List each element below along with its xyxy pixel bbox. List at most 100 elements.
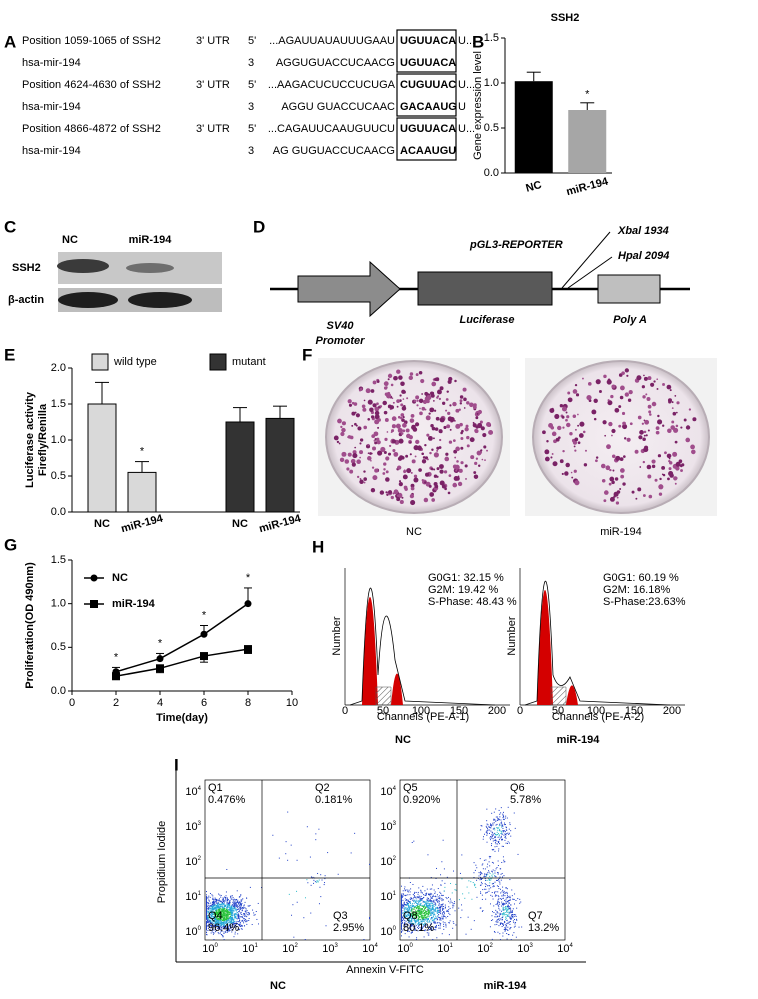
colony [376,402,379,405]
event-dot [432,912,433,913]
event-dot [494,828,495,829]
event-dot [424,905,425,906]
event-dot [499,819,500,820]
event-dot [401,906,402,907]
event-dot [454,889,455,890]
event-dot [502,914,503,915]
event-dot [426,916,427,917]
event-dot [434,902,435,903]
event-dot [433,919,434,920]
colony [337,419,342,424]
colony [354,423,357,426]
event-dot [492,876,493,877]
event-dot [216,900,217,901]
x-tick-label: 6 [201,697,207,709]
event-dot [425,910,426,911]
event-dot [401,901,402,902]
event-dot [501,899,502,900]
colony [642,423,644,425]
event-dot [422,919,423,920]
colony [383,462,386,465]
event-dot [354,833,355,834]
event-dot [516,919,517,920]
colony [550,456,552,458]
event-dot [418,903,419,904]
event-dot [415,897,416,898]
event-dot [442,912,443,913]
event-dot [450,920,451,921]
event-dot [245,921,246,922]
colony [566,423,570,427]
tick-label: 200 [488,705,506,717]
event-dot [498,918,499,919]
event-dot [500,924,501,925]
event-dot [491,813,492,814]
event-dot [506,838,507,839]
colony [477,423,482,428]
y-axis-label: Firefly/Renilla [37,403,49,476]
colony [422,459,426,463]
event-dot [442,914,443,915]
event-dot [486,884,487,885]
event-dot [424,904,425,905]
event-dot [514,893,515,894]
event-dot [511,889,512,890]
event-dot [510,824,511,825]
event-dot [410,907,411,908]
s-phase [376,687,391,705]
event-dot [499,920,500,921]
tick-base: 10 [362,943,374,955]
event-dot [440,910,441,911]
event-dot [229,903,230,904]
event-dot [498,881,499,882]
event-dot [485,886,486,887]
event-dot [488,878,489,879]
colony [369,408,374,413]
event-dot [441,861,442,862]
event-dot [415,902,416,903]
event-dot [421,899,422,900]
event-dot [439,912,440,913]
event-dot [438,905,439,906]
quadrant-name: Q3 [333,910,348,922]
event-dot [223,898,224,899]
event-dot [441,906,442,907]
event-dot [501,837,502,838]
event-dot [452,905,453,906]
event-dot [235,905,236,906]
event-dot [502,887,503,888]
event-dot [206,900,207,901]
colony [431,382,436,387]
event-dot [496,904,497,905]
event-dot [431,901,432,902]
event-dot [500,898,501,899]
region: hsa-mir-194 [22,145,81,157]
colony [473,471,476,474]
event-dot [450,899,451,900]
event-dot [502,916,503,917]
event-dot [487,874,488,875]
event-dot [234,901,235,902]
colony [413,427,418,432]
event-dot [480,907,481,908]
event-dot [444,883,445,884]
event-dot [210,893,211,894]
event-dot [505,914,506,915]
colony [404,487,408,491]
event-dot [425,908,426,909]
event-dot [428,935,429,936]
colony [415,440,419,444]
event-dot [498,901,499,902]
colony [544,449,549,454]
colony [422,479,424,481]
colony [478,410,482,414]
event-dot [505,901,506,902]
event-dot [514,916,515,917]
event-dot [423,897,424,898]
event-dot [440,884,441,885]
event-dot [228,917,229,918]
event-dot [494,892,495,893]
event-dot [413,906,414,907]
colony [455,469,457,471]
axis-label: Channels (PE-A-1) [377,711,469,723]
